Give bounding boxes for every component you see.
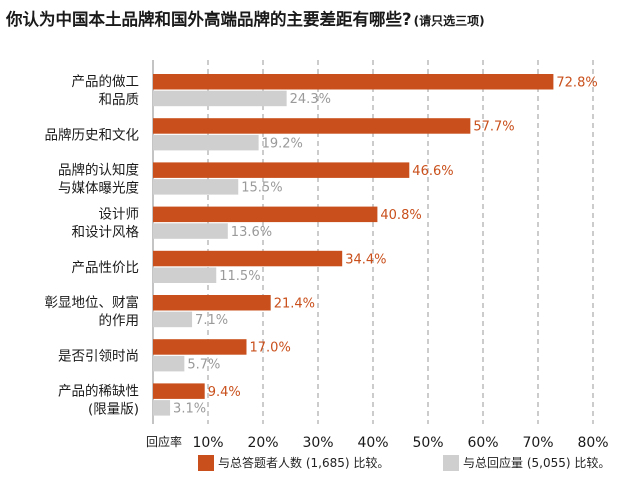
legend-swatch-gray xyxy=(443,454,459,471)
value-label-s1-6: 5.7% xyxy=(187,357,220,372)
tick-label-0: 10% xyxy=(192,435,223,451)
category-label-7-1: (限量版) xyxy=(88,402,139,418)
category-label-4-0: 产品性价比 xyxy=(72,260,140,276)
value-label-s0-7: 9.4% xyxy=(208,385,241,400)
value-label-s1-4: 11.5% xyxy=(219,269,260,284)
tick-label-7: 80% xyxy=(577,435,608,451)
value-label-s0-4: 34.4% xyxy=(345,252,386,267)
legend-swatch-orange xyxy=(198,454,214,471)
bar-s1-6 xyxy=(153,355,185,372)
value-label-s1-0: 24.3% xyxy=(290,92,331,107)
bar-s0-6 xyxy=(153,339,247,355)
category-label-2-1: 与媒体曝光度 xyxy=(58,181,139,197)
chart-title: 你认为中国本土品牌和国外高端品牌的主要差距有哪些? (请只选三项) xyxy=(6,6,485,30)
legend: 与总答题者人数 (1,685) 比较。 与总回应量 (5,055) 比较。 xyxy=(198,454,638,474)
tick-label-2: 30% xyxy=(302,435,333,451)
bar-s1-3 xyxy=(153,223,228,239)
bar-s1-2 xyxy=(153,179,239,195)
category-label-5-0: 彰显地位、财富 xyxy=(45,294,140,311)
value-label-s0-1: 57.7% xyxy=(473,120,514,135)
bar-s0-3 xyxy=(153,206,378,223)
value-label-s0-0: 72.8% xyxy=(556,76,597,91)
tick-label-6: 70% xyxy=(522,435,553,451)
category-label-6-0: 是否引领时尚 xyxy=(58,348,139,364)
value-label-s1-3: 13.6% xyxy=(231,225,272,240)
value-label-s0-2: 46.6% xyxy=(412,164,453,179)
bar-s1-0 xyxy=(153,90,287,107)
value-label-s1-1: 19.2% xyxy=(262,136,303,151)
bar-s1-1 xyxy=(153,134,259,151)
value-label-s0-6: 17.0% xyxy=(250,341,291,356)
x-axis-label: 回应率 xyxy=(146,434,182,449)
title-sub: (请只选三项) xyxy=(413,14,485,28)
category-label-3-1: 和设计风格 xyxy=(72,225,140,241)
bar-s0-0 xyxy=(153,74,554,90)
bar-s0-2 xyxy=(153,162,410,178)
bar-s1-7 xyxy=(153,400,171,416)
tick-label-1: 20% xyxy=(247,435,278,451)
legend-item-respondents: 与总答题者人数 (1,685) 比较。 xyxy=(198,454,389,471)
tick-label-5: 60% xyxy=(467,435,498,451)
bar-s1-4 xyxy=(153,267,217,283)
bar-s0-4 xyxy=(153,250,343,267)
category-label-0-0: 产品的做工 xyxy=(72,74,140,90)
bar-s0-7 xyxy=(153,383,205,399)
legend-label-respondents: 与总答题者人数 (1,685) 比较。 xyxy=(218,456,390,470)
tick-label-3: 40% xyxy=(357,435,388,451)
title-main: 你认为中国本土品牌和国外高端品牌的主要差距有哪些? xyxy=(6,10,412,29)
value-label-s1-7: 3.1% xyxy=(173,402,206,417)
value-label-s0-5: 21.4% xyxy=(274,297,315,312)
bar-s1-5 xyxy=(153,311,193,328)
category-label-1-0: 品牌历史和文化 xyxy=(45,126,140,143)
category-label-7-0: 产品的稀缺性 xyxy=(58,384,139,400)
value-label-s1-2: 15.5% xyxy=(241,181,282,196)
category-label-5-1: 的作用 xyxy=(99,313,140,329)
value-label-s0-3: 40.8% xyxy=(380,208,421,223)
category-label-3-0: 设计师 xyxy=(99,207,140,223)
legend-item-responses: 与总回应量 (5,055) 比较。 xyxy=(443,454,610,471)
tick-label-4: 50% xyxy=(412,435,443,451)
bar-s0-1 xyxy=(153,118,471,134)
category-label-0-1: 和品质 xyxy=(99,92,140,108)
category-label-2-0: 品牌的认知度 xyxy=(58,162,139,179)
legend-label-responses: 与总回应量 (5,055) 比较。 xyxy=(463,456,611,470)
value-label-s1-5: 7.1% xyxy=(195,313,228,328)
bar-s0-5 xyxy=(153,295,271,311)
